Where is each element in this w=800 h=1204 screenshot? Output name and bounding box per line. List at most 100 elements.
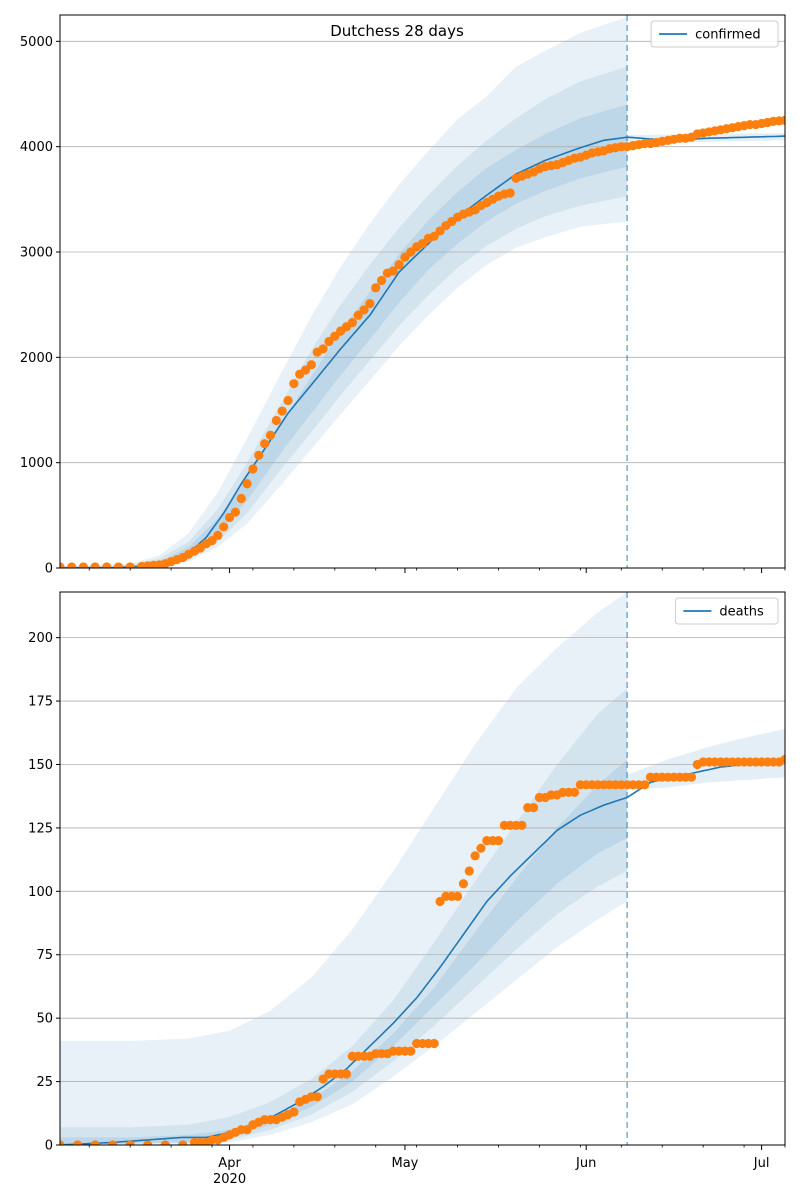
observed-point bbox=[353, 310, 363, 320]
observed-point bbox=[318, 344, 328, 354]
observed-point bbox=[505, 188, 515, 198]
observed-point bbox=[640, 780, 650, 790]
observed-point bbox=[143, 1140, 153, 1145]
observed-point bbox=[528, 803, 539, 813]
observed-point bbox=[108, 1140, 118, 1145]
axes-frame bbox=[59, 591, 786, 1146]
uncertainty-band-outer bbox=[60, 17, 628, 568]
y-tick-label: 4000 bbox=[20, 140, 53, 155]
y-tick-label: 2000 bbox=[20, 351, 53, 366]
observed-point bbox=[780, 115, 785, 125]
legend-label: deaths bbox=[719, 605, 764, 620]
observed-point bbox=[394, 260, 404, 270]
y-tick-label: 0 bbox=[45, 562, 53, 577]
x-tick-label: Apr bbox=[218, 1156, 241, 1171]
observed-point bbox=[493, 835, 504, 846]
observed-point bbox=[265, 430, 276, 440]
observed-point bbox=[230, 507, 241, 517]
legend-box bbox=[650, 20, 779, 48]
observed-point bbox=[72, 1140, 83, 1145]
uncertainty-band-middle bbox=[60, 66, 628, 568]
y-tick-label: 1000 bbox=[20, 456, 53, 471]
x-tick-label: Jul bbox=[753, 1156, 770, 1171]
observed-point bbox=[388, 266, 398, 276]
observed-point bbox=[300, 365, 311, 375]
observed-point bbox=[242, 479, 252, 489]
observed-point bbox=[417, 238, 428, 249]
y-tick-label: 125 bbox=[28, 821, 53, 836]
observed-point bbox=[254, 450, 264, 460]
uncertainty-band-inner bbox=[60, 104, 628, 568]
x-tick-label: May bbox=[392, 1156, 419, 1171]
observed-point bbox=[476, 843, 486, 853]
observed-point bbox=[219, 522, 229, 532]
x-tick-label: Jun bbox=[575, 1156, 596, 1171]
observed-point bbox=[248, 464, 258, 474]
legend-box bbox=[674, 597, 779, 625]
observed-point bbox=[306, 360, 317, 370]
observed-point bbox=[365, 299, 375, 309]
y-tick-label: 150 bbox=[28, 758, 53, 773]
observed-point bbox=[406, 247, 416, 257]
y-tick-label: 100 bbox=[28, 885, 53, 900]
observed-point bbox=[271, 415, 281, 426]
observed-point bbox=[312, 1092, 322, 1102]
y-tick-label: 75 bbox=[36, 948, 53, 963]
observed-point bbox=[160, 1140, 170, 1145]
y-tick-label: 25 bbox=[36, 1075, 53, 1090]
observed-point bbox=[569, 787, 580, 797]
observed-point bbox=[347, 317, 357, 328]
observed-point bbox=[458, 879, 469, 889]
observed-point bbox=[686, 772, 697, 782]
observed-point bbox=[236, 493, 246, 504]
observed-point bbox=[376, 275, 387, 286]
observed-point bbox=[359, 305, 369, 315]
observed-point bbox=[67, 562, 77, 568]
observed-point bbox=[60, 1140, 65, 1145]
observed-point bbox=[125, 562, 135, 568]
observed-point bbox=[406, 1046, 416, 1056]
observed-point bbox=[517, 820, 527, 830]
observed-point bbox=[260, 439, 270, 449]
observed-point bbox=[341, 1069, 352, 1079]
x-tick-label: 2020 bbox=[213, 1172, 246, 1187]
observed-point bbox=[113, 562, 124, 568]
y-tick-label: 0 bbox=[45, 1139, 53, 1154]
y-tick-label: 175 bbox=[28, 695, 53, 710]
chart-title: Dutchess 28 days bbox=[330, 22, 464, 40]
observed-point bbox=[60, 562, 65, 568]
y-tick-label: 200 bbox=[28, 631, 53, 646]
observed-point bbox=[429, 1038, 439, 1049]
observed-point bbox=[207, 536, 217, 546]
observed-point bbox=[452, 891, 463, 902]
observed-point bbox=[102, 562, 112, 568]
observed-point bbox=[277, 406, 287, 416]
y-tick-label: 3000 bbox=[20, 246, 53, 261]
observed-point bbox=[780, 754, 785, 765]
observed-point bbox=[464, 866, 474, 876]
observed-point bbox=[90, 562, 100, 568]
observed-point bbox=[435, 226, 445, 236]
y-tick-label: 50 bbox=[36, 1012, 53, 1027]
observed-point bbox=[429, 231, 439, 241]
uncertainty-band-outer bbox=[60, 592, 628, 1145]
observed-point bbox=[330, 331, 340, 341]
observed-point bbox=[178, 1140, 188, 1145]
observed-point bbox=[289, 1107, 299, 1117]
observed-point bbox=[470, 851, 480, 861]
legend-label: confirmed bbox=[695, 28, 761, 43]
observed-point bbox=[324, 336, 334, 347]
observed-point bbox=[283, 395, 293, 406]
observed-point bbox=[371, 283, 381, 293]
y-tick-label: 5000 bbox=[20, 35, 53, 50]
observed-point bbox=[400, 252, 410, 262]
uncertainty-band-middle bbox=[60, 688, 628, 1145]
observed-point bbox=[125, 1140, 135, 1145]
observed-point bbox=[90, 1140, 100, 1145]
observed-point bbox=[213, 530, 223, 540]
observed-point bbox=[224, 512, 235, 523]
observed-point bbox=[289, 379, 299, 389]
